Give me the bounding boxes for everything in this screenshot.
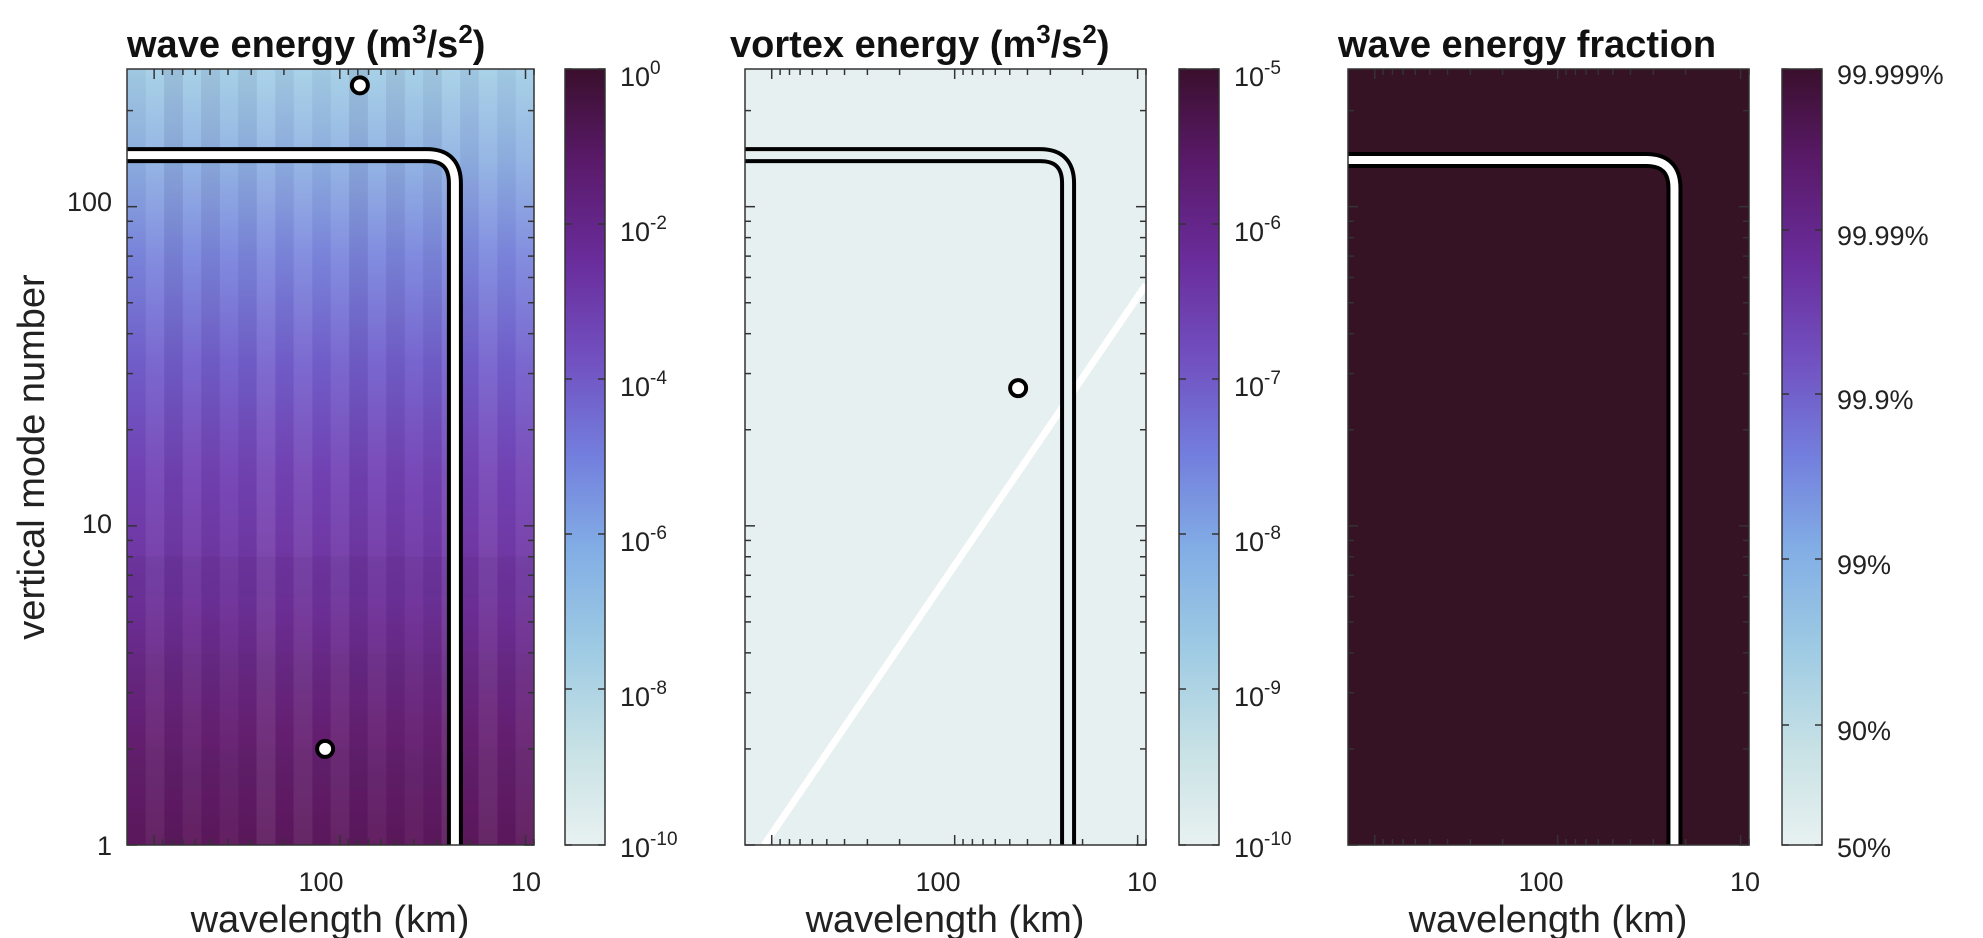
colorbar-tick-1e-10: 10-10 bbox=[620, 829, 678, 863]
heatmap-column bbox=[293, 69, 313, 845]
heatmap-column bbox=[367, 69, 387, 845]
colorbar-tick-1e-7: 10-7 bbox=[1234, 368, 1281, 402]
marker-point bbox=[315, 738, 336, 759]
heatmap-row bbox=[127, 788, 534, 845]
colorbar bbox=[1178, 68, 1220, 846]
x-tick-label-10: 10 bbox=[1730, 867, 1760, 897]
panel-title: wave energy fraction bbox=[1337, 24, 1716, 66]
colorbar bbox=[564, 68, 606, 846]
x-axis-label: wavelength (km) bbox=[1408, 899, 1688, 938]
colorbar-tick-1e-6: 10-6 bbox=[620, 523, 667, 557]
heatmap-column bbox=[330, 69, 350, 845]
x-tick-label-10: 10 bbox=[511, 867, 541, 897]
colorbar-tick-1e-6: 10-6 bbox=[1234, 213, 1281, 247]
panel-wave-energy-fraction: wave energy fraction 100 10 wavelength (… bbox=[1337, 24, 1944, 938]
y-tick-label-1: 1 bbox=[97, 831, 112, 861]
axis-ticks bbox=[745, 69, 1147, 846]
y-tick-label-100: 100 bbox=[67, 187, 112, 217]
x-axis-label: wavelength (km) bbox=[805, 899, 1085, 938]
colorbar-tick-99.9: 99.9% bbox=[1837, 385, 1914, 415]
colorbar-tick-1e-10: 10-10 bbox=[1234, 829, 1292, 863]
heatmap-row bbox=[127, 652, 534, 693]
diagonal-line bbox=[761, 282, 1146, 845]
colorbar-ticks bbox=[1782, 68, 1822, 846]
heatmap-column bbox=[256, 69, 276, 845]
y-axis-label: vertical mode number bbox=[11, 274, 53, 640]
x-axis-label: wavelength (km) bbox=[190, 899, 470, 938]
heatmap-column bbox=[145, 69, 165, 845]
colorbar-ticks bbox=[1179, 68, 1219, 846]
heatmap-row bbox=[127, 596, 534, 653]
colorbar-tick-1e-5: 10-5 bbox=[1234, 58, 1281, 92]
heatmap-wave-energy bbox=[127, 69, 534, 845]
heatmap-column bbox=[164, 69, 183, 845]
contour-line bbox=[1348, 152, 1683, 845]
heatmap-column bbox=[515, 69, 534, 845]
colorbar-tick-99.999: 99.999% bbox=[1837, 60, 1944, 90]
heatmap-column-texture bbox=[127, 69, 534, 845]
colorbar-tick-50: 50% bbox=[1837, 833, 1891, 863]
marker-point bbox=[349, 75, 370, 96]
markers bbox=[315, 75, 370, 759]
panel-title: wave energy (m3/s2) bbox=[126, 19, 485, 66]
colorbar-tick-1e-9: 10-9 bbox=[1234, 678, 1281, 712]
marker-point bbox=[1008, 378, 1029, 399]
heatmap-column bbox=[460, 69, 479, 845]
heatmap-column bbox=[349, 69, 368, 845]
heatmap-vortex-energy bbox=[745, 69, 1146, 845]
plot-frame bbox=[1347, 68, 1750, 846]
y-tick-label-10: 10 bbox=[82, 509, 112, 539]
colorbar-tick-1e-8: 10-8 bbox=[1234, 523, 1281, 557]
heatmap-column bbox=[182, 69, 202, 845]
colorbar-tick-1e-2: 10-2 bbox=[620, 213, 667, 247]
plot-frame bbox=[744, 68, 1147, 846]
colorbar-tick-99: 99% bbox=[1837, 550, 1891, 580]
heatmap-wave-energy-fraction bbox=[1348, 69, 1749, 845]
panel-vortex-energy: vortex energy (m3/s2) 100 10 wavelength … bbox=[730, 19, 1292, 938]
contour-line bbox=[127, 147, 463, 845]
colorbar-tick-99.99: 99.99% bbox=[1837, 221, 1929, 251]
contour-line bbox=[745, 147, 1077, 845]
axis-ticks bbox=[1348, 69, 1750, 846]
colorbar-tick-1e0: 100 bbox=[620, 58, 661, 92]
colorbar-ticks bbox=[565, 68, 605, 846]
panel-title: vortex energy (m3/s2) bbox=[730, 19, 1110, 66]
heatmap-row bbox=[127, 692, 534, 749]
axis-ticks bbox=[127, 69, 535, 846]
heatmap-column bbox=[386, 69, 405, 845]
colorbar bbox=[1781, 68, 1823, 846]
markers bbox=[1008, 378, 1029, 399]
panel-wave-energy: wave energy (m3/s2) 100 10 1 100 10 wave… bbox=[11, 19, 678, 938]
plot-frame bbox=[126, 68, 535, 846]
heatmap-column bbox=[201, 69, 220, 845]
colorbar-tick-1e-4: 10-4 bbox=[620, 368, 667, 402]
heatmap-row bbox=[127, 556, 534, 597]
colorbar-tick-1e-8: 10-8 bbox=[620, 678, 667, 712]
heatmap-column bbox=[275, 69, 294, 845]
x-tick-label-100: 100 bbox=[1518, 867, 1563, 897]
heatmap-column bbox=[423, 69, 442, 845]
colorbar-tick-90: 90% bbox=[1837, 716, 1891, 746]
heatmap-column bbox=[478, 69, 498, 845]
x-tick-label-10: 10 bbox=[1127, 867, 1157, 897]
x-tick-label-100: 100 bbox=[298, 867, 343, 897]
x-tick-label-100: 100 bbox=[915, 867, 960, 897]
heatmap-column bbox=[238, 69, 257, 845]
